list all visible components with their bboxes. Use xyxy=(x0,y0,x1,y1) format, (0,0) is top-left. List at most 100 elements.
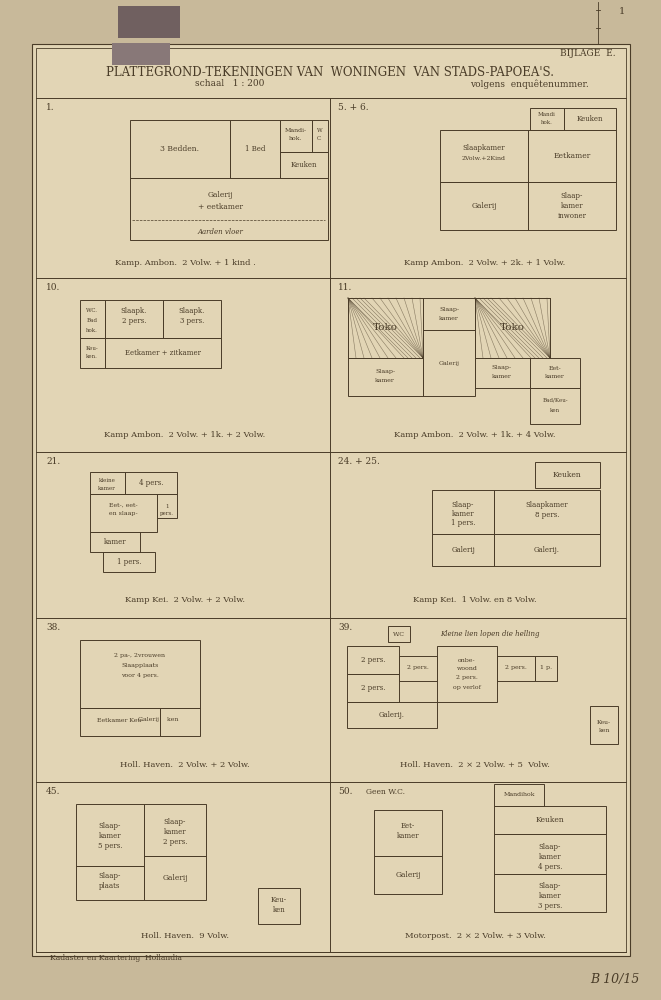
Bar xyxy=(494,534,600,566)
Text: Eet-: Eet- xyxy=(401,822,415,830)
Text: Keuken: Keuken xyxy=(291,161,317,169)
Bar xyxy=(80,338,105,368)
Bar xyxy=(76,866,144,900)
Text: Keu-: Keu- xyxy=(86,346,98,351)
Bar xyxy=(528,182,616,230)
Text: Eetkamer Keu-: Eetkamer Keu- xyxy=(97,718,143,722)
Text: 1 pers.: 1 pers. xyxy=(117,558,141,566)
Bar xyxy=(348,298,423,358)
Text: 2 pa-, 2vrouwen: 2 pa-, 2vrouwen xyxy=(114,652,165,658)
Text: Slaap-: Slaap- xyxy=(375,369,395,374)
Text: Kleine lien lopen die helling: Kleine lien lopen die helling xyxy=(440,630,540,638)
Text: B 10/15: B 10/15 xyxy=(590,974,639,986)
Text: en slaap-: en slaap- xyxy=(108,512,137,516)
Text: Slaapk.: Slaapk. xyxy=(121,307,147,315)
Bar xyxy=(160,708,200,736)
Text: Eetkamer: Eetkamer xyxy=(553,152,591,160)
Bar xyxy=(105,300,163,338)
Text: ken: ken xyxy=(550,408,560,412)
Bar xyxy=(494,806,606,834)
Bar xyxy=(590,706,618,744)
Text: woond: woond xyxy=(457,666,477,672)
Bar xyxy=(80,300,105,338)
Text: W.C.: W.C. xyxy=(86,308,98,314)
Bar xyxy=(475,298,550,358)
Text: Slaapkamer: Slaapkamer xyxy=(525,501,568,509)
Text: 50.: 50. xyxy=(338,788,352,796)
Text: 3 Bedden.: 3 Bedden. xyxy=(161,145,200,153)
Bar xyxy=(432,534,494,566)
Text: hok.: hok. xyxy=(86,328,98,332)
Text: 39.: 39. xyxy=(338,624,352,633)
Bar xyxy=(76,804,144,866)
Bar xyxy=(105,338,221,368)
Bar xyxy=(494,784,544,806)
Text: PLATTEGROND-TEKENINGEN VAN  WONINGEN  VAN STADS-PAPOEA'S.: PLATTEGROND-TEKENINGEN VAN WONINGEN VAN … xyxy=(106,66,554,79)
Text: 1: 1 xyxy=(619,7,625,16)
Text: ken.: ken. xyxy=(86,355,98,360)
Text: ken: ken xyxy=(272,906,286,914)
Text: 2 pers.: 2 pers. xyxy=(407,666,429,670)
Bar xyxy=(399,656,437,681)
Text: Slaap-: Slaap- xyxy=(98,822,121,830)
Text: 5 pers.: 5 pers. xyxy=(98,842,122,850)
Bar xyxy=(118,6,180,38)
Bar xyxy=(163,300,221,338)
Text: 11.: 11. xyxy=(338,282,352,292)
Text: C.: C. xyxy=(317,136,323,141)
Bar xyxy=(440,130,528,182)
Text: Motorpost.  2 × 2 Volw. + 3 Volw.: Motorpost. 2 × 2 Volw. + 3 Volw. xyxy=(405,932,545,940)
Text: Eet-, eet-: Eet-, eet- xyxy=(108,502,137,508)
Text: Slaap-: Slaap- xyxy=(452,501,474,509)
Text: Keuken: Keuken xyxy=(535,816,564,824)
Text: 2 pers.: 2 pers. xyxy=(361,684,385,692)
Bar xyxy=(475,358,530,388)
Text: 21.: 21. xyxy=(46,456,60,466)
Bar xyxy=(80,640,200,708)
Bar xyxy=(348,298,423,358)
Text: Bad: Bad xyxy=(87,318,98,324)
Bar xyxy=(80,708,160,736)
Text: schaal   1 : 200: schaal 1 : 200 xyxy=(195,80,264,89)
Text: Kadaster en Kaartering  Hollandia: Kadaster en Kaartering Hollandia xyxy=(50,954,182,962)
Text: 2 pers.: 2 pers. xyxy=(163,838,187,846)
Text: 2 pers.: 2 pers. xyxy=(505,666,527,670)
Bar xyxy=(130,120,230,178)
Text: 1 p.: 1 p. xyxy=(540,666,552,670)
Text: 2 pers.: 2 pers. xyxy=(361,656,385,664)
Text: Geen W.C.: Geen W.C. xyxy=(366,788,405,796)
Text: 3 pers.: 3 pers. xyxy=(180,317,204,325)
Text: Slaapkamer: Slaapkamer xyxy=(463,144,505,152)
Bar xyxy=(90,532,140,552)
Text: kamer: kamer xyxy=(164,828,186,836)
Text: Kamp Kei.  1 Volw. en 8 Volw.: Kamp Kei. 1 Volw. en 8 Volw. xyxy=(413,596,537,604)
Text: Slaap-: Slaap- xyxy=(492,365,512,370)
Text: Galerij.: Galerij. xyxy=(534,546,560,554)
Text: kleine: kleine xyxy=(98,478,116,483)
Text: Galerij: Galerij xyxy=(208,191,233,199)
Bar xyxy=(112,43,170,65)
Bar xyxy=(36,48,626,952)
Bar xyxy=(157,494,177,518)
Text: 2 pers.: 2 pers. xyxy=(122,317,146,325)
Bar xyxy=(312,120,328,152)
Text: Kamp Ambon.  2 Volw. + 1k. + 4 Volw.: Kamp Ambon. 2 Volw. + 1k. + 4 Volw. xyxy=(394,431,556,439)
Bar xyxy=(437,646,497,702)
Text: kamer: kamer xyxy=(545,374,565,379)
Text: Eet-: Eet- xyxy=(549,365,561,370)
Text: 1 pers.: 1 pers. xyxy=(451,519,475,527)
Bar xyxy=(423,298,475,330)
Text: onbe-: onbe- xyxy=(458,658,476,662)
Text: W.C: W.C xyxy=(393,632,405,637)
Text: 8 pers.: 8 pers. xyxy=(535,511,559,519)
Text: Toko: Toko xyxy=(373,324,397,332)
Text: Galerij: Galerij xyxy=(395,871,421,879)
Text: Kamp Ambon.  2 Volw. + 1k. + 2 Volw.: Kamp Ambon. 2 Volw. + 1k. + 2 Volw. xyxy=(104,431,266,439)
Bar xyxy=(130,178,328,240)
Text: Bad/Keu-: Bad/Keu- xyxy=(542,397,568,402)
Text: Slaap-: Slaap- xyxy=(164,818,186,826)
Text: ken: ken xyxy=(598,728,609,734)
Bar xyxy=(258,888,300,924)
Text: kamer: kamer xyxy=(539,892,561,900)
Text: Slaap-: Slaap- xyxy=(561,192,583,200)
